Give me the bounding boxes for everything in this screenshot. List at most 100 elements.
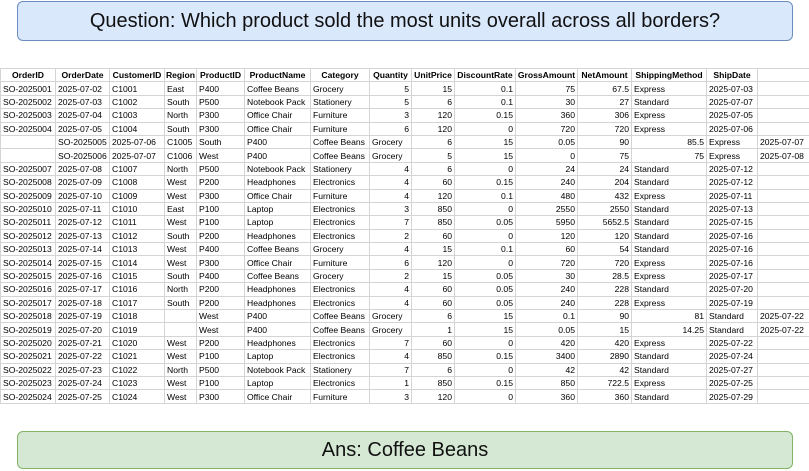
cell: 2 — [369, 228, 412, 244]
cell: South — [196, 134, 245, 150]
data-row: SO-2025013 2025-07-14 C1013 West P400 Coffee … — [0, 242, 809, 257]
cell: 2025-07-16 — [706, 255, 758, 270]
cell: South — [164, 295, 197, 311]
header-row: OrderID OrderDate CustomerID Region ProductI… — [0, 67, 809, 83]
header-cell: DiscountRate — [454, 67, 516, 83]
cell — [757, 335, 809, 351]
question: Question: Which product sold the most un… — [89, 9, 721, 32]
cell: 850 — [411, 215, 455, 230]
data-row: SO-2025014 2025-07-15 C1014 West P300 Office … — [0, 255, 809, 270]
cell: 2025-07-23 — [55, 362, 110, 377]
cell: 5652.5 — [577, 215, 632, 230]
cell: Electronics — [310, 282, 370, 297]
cell — [757, 81, 809, 96]
data-row: SO-2025007 2025-07-08 C1007 North P500 Notebo… — [0, 161, 809, 177]
cell: 120 — [577, 228, 632, 244]
cell: SO-2025006 — [55, 148, 110, 163]
cell: 0.05 — [515, 134, 578, 150]
cell: 90 — [577, 134, 632, 150]
cell: C1006 — [164, 148, 197, 163]
data-row: SO-2025015 2025-07-16 C1015 South P400 Coffee… — [0, 268, 809, 284]
cell — [757, 94, 809, 110]
cell: West — [164, 242, 197, 257]
header-cell: ProductName — [244, 67, 311, 83]
cell: 2025-07-20 — [55, 322, 110, 337]
header-cell: OrderID — [0, 67, 56, 83]
cell: Coffee Beans — [310, 309, 370, 324]
cell: P400 — [196, 268, 245, 284]
cell: Electronics — [310, 375, 370, 391]
cell: Furniture — [310, 389, 370, 404]
cell: 5950 — [515, 215, 578, 230]
cell: 24 — [515, 161, 578, 177]
cell: P500 — [196, 161, 245, 177]
cell: Electronics — [310, 215, 370, 230]
cell: Laptop — [244, 215, 311, 230]
cell: 3 — [369, 108, 412, 123]
header-cell: GrossAmount — [515, 67, 578, 83]
cell: SO-2025004 — [0, 121, 56, 136]
cell: SO-2025002 — [0, 94, 56, 110]
cell: C1023 — [109, 375, 165, 391]
cell: West — [164, 389, 197, 404]
cell: 60 — [411, 295, 455, 311]
cell: 420 — [515, 335, 578, 351]
cell: 2025-07-22 — [757, 309, 809, 324]
cell: Coffee Beans — [310, 322, 370, 337]
cell: 0.1 — [454, 242, 516, 257]
cell: Electronics — [310, 335, 370, 351]
cell: 30 — [515, 268, 578, 284]
cell: 5 — [369, 81, 412, 96]
cell: 2025-07-02 — [55, 81, 110, 96]
cell: North — [164, 282, 197, 297]
data-row: SO-2025002 2025-07-03 C1002 South P500 Notebo… — [0, 94, 809, 110]
cell: 420 — [577, 335, 632, 351]
cell: 7 — [369, 362, 412, 377]
cell: Furniture — [310, 121, 370, 136]
cell: Stationery — [310, 161, 370, 177]
cell: 120 — [411, 389, 455, 404]
data-row: SO-2025005 2025-07-06 C1005 South P400 Coffee… — [0, 134, 809, 150]
cell: 5 — [369, 94, 412, 110]
cell — [0, 148, 56, 163]
cell: P400 — [196, 81, 245, 96]
cell: 28.5 — [577, 268, 632, 284]
cell: 2025-07-16 — [706, 228, 758, 244]
cell: South — [164, 228, 197, 244]
cell: Standard — [631, 228, 707, 244]
cell: Stationery — [310, 94, 370, 110]
header-cell: Category — [310, 67, 370, 83]
cell: 2025-07-12 — [706, 161, 758, 177]
cell: 60 — [411, 282, 455, 297]
cell: 42 — [577, 362, 632, 377]
data-row: SO-2025023 2025-07-24 C1023 West P100 Laptop E… — [0, 375, 809, 391]
header-cell: UnitPrice — [411, 67, 455, 83]
cell: 7 — [369, 335, 412, 351]
cell — [757, 228, 809, 244]
cell: 75 — [577, 148, 632, 163]
cell: 0 — [454, 201, 516, 217]
cell: 2025-07-18 — [55, 295, 110, 311]
cell: Furniture — [310, 188, 370, 203]
header-cell: OrderDate — [55, 67, 110, 83]
cell: Headphones — [244, 175, 311, 190]
cell: 0 — [454, 362, 516, 377]
cell — [757, 389, 809, 404]
cell: 54 — [577, 242, 632, 257]
data-row: SO-2025020 2025-07-21 C1020 West P200 Headpho… — [0, 335, 809, 351]
cell: Standard — [706, 309, 758, 324]
cell: P200 — [196, 175, 245, 190]
cell: SO-2025019 — [0, 322, 56, 337]
cell: Coffee Beans — [310, 148, 370, 163]
cell — [757, 215, 809, 230]
cell: 6 — [369, 255, 412, 270]
data-row: SO-2025001 2025-07-02 C1001 East P400 Coffee … — [0, 81, 809, 96]
cell: C1008 — [109, 175, 165, 190]
cell: 0.05 — [454, 215, 516, 230]
cell: C1011 — [109, 215, 165, 230]
cell: 6 — [411, 362, 455, 377]
cell: 90 — [577, 309, 632, 324]
cell: Electronics — [310, 295, 370, 311]
cell: P300 — [196, 389, 245, 404]
cell: 2025-07-04 — [55, 108, 110, 123]
